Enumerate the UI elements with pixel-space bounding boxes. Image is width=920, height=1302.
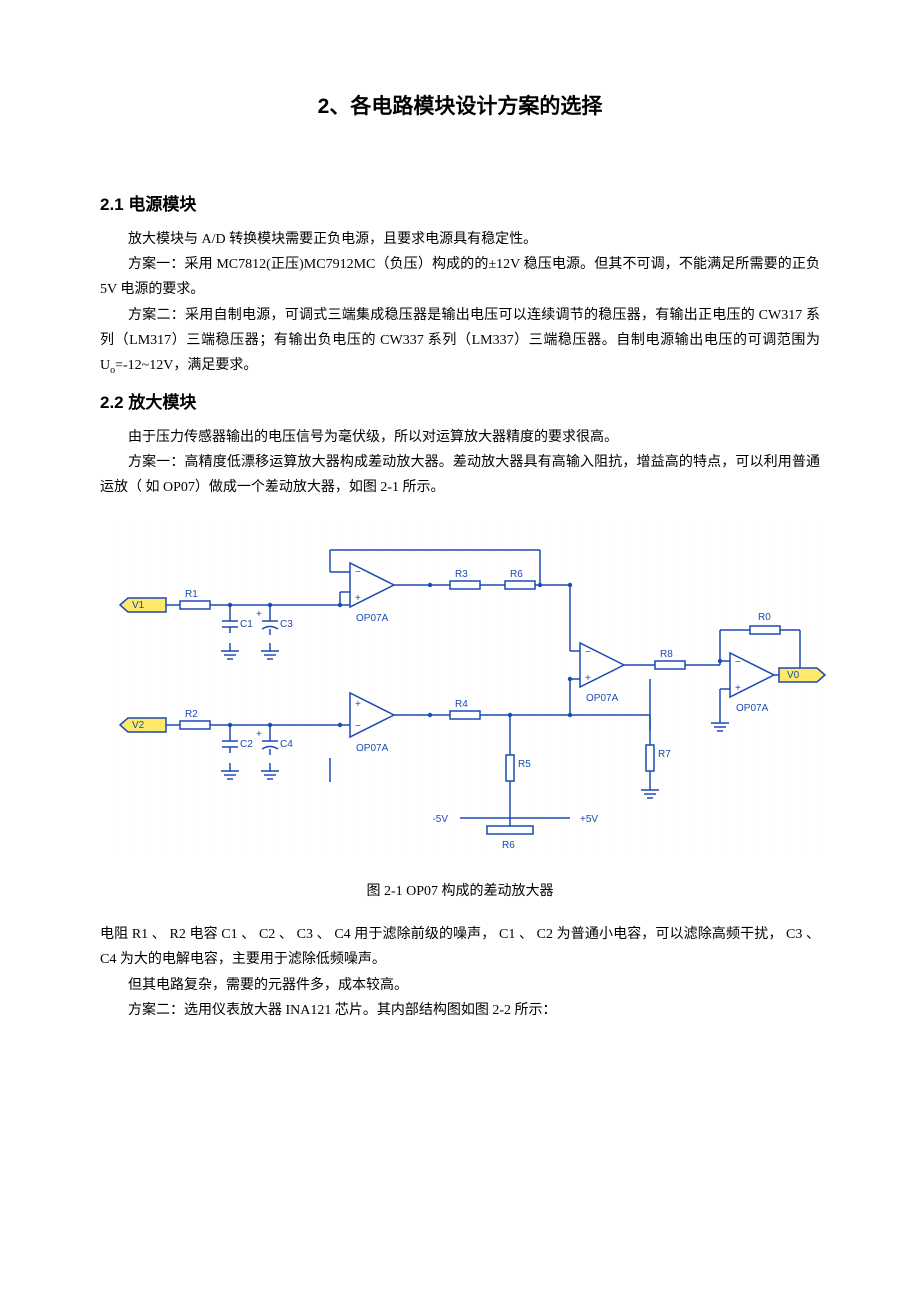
svg-text:R0: R0	[758, 612, 771, 623]
circuit-diagram: V1R1C1+C3V2R2C2+C4−+OP07A−+OP07AR3R6R4R5…	[110, 520, 830, 860]
svg-text:R4: R4	[455, 699, 468, 710]
page-title: 2、各电路模块设计方案的选择	[100, 90, 820, 120]
svg-text:OP07A: OP07A	[586, 693, 619, 704]
s21-p3: 方案二：采用自制电源，可调式三端集成稳压器是输出电压可以连续调节的稳压器，有输出…	[100, 303, 820, 380]
svg-text:+: +	[585, 673, 591, 684]
svg-text:OP07A: OP07A	[356, 743, 389, 754]
svg-text:R2: R2	[185, 709, 198, 720]
svg-text:-5V: -5V	[432, 814, 448, 825]
svg-text:C2: C2	[240, 739, 253, 750]
s21-p2: 方案一：采用 MC7812(正压)MC7912MC（负压）构成的的±12V 稳压…	[100, 252, 820, 302]
svg-text:+5V: +5V	[580, 814, 598, 825]
svg-text:R7: R7	[658, 749, 671, 760]
svg-text:−: −	[355, 567, 361, 578]
svg-text:V0: V0	[787, 670, 800, 681]
svg-text:OP07A: OP07A	[736, 703, 769, 714]
svg-text:+: +	[256, 729, 262, 740]
section-2-1-head: 2.1 电源模块	[100, 190, 820, 215]
svg-text:R5: R5	[518, 759, 531, 770]
svg-text:+: +	[256, 609, 262, 620]
svg-text:C1: C1	[240, 619, 253, 630]
svg-text:R6: R6	[510, 569, 523, 580]
svg-text:−: −	[735, 657, 741, 668]
svg-text:C4: C4	[280, 739, 293, 750]
svg-text:C3: C3	[280, 619, 293, 630]
s22-p3: 电阻 R1 、 R2 电容 C1 、 C2 、 C3 、 C4 用于滤除前级的噪…	[100, 922, 820, 972]
s21-p1: 放大模块与 A/D 转换模块需要正负电源，且要求电源具有稳定性。	[100, 227, 820, 252]
svg-text:+: +	[735, 683, 741, 694]
svg-text:−: −	[355, 721, 361, 732]
svg-text:+: +	[355, 699, 361, 710]
s22-p1: 由于压力传感器输出的电压信号为毫伏级，所以对运算放大器精度的要求很高。	[100, 425, 820, 450]
svg-text:OP07A: OP07A	[356, 613, 389, 624]
s22-p4: 但其电路复杂，需要的元器件多，成本较高。	[100, 973, 820, 998]
svg-text:R3: R3	[455, 569, 468, 580]
svg-text:−: −	[585, 647, 591, 658]
svg-text:V2: V2	[132, 720, 145, 731]
section-2-2-head: 2.2 放大模块	[100, 388, 820, 413]
svg-text:R6: R6	[502, 840, 515, 851]
s22-p5: 方案二：选用仪表放大器 INA121 芯片。其内部结构图如图 2-2 所示：	[100, 998, 820, 1023]
s21-p3b: =-12~12V，满足要求。	[115, 358, 257, 373]
figure-caption: 图 2-1 OP07 构成的差动放大器	[100, 880, 820, 900]
svg-text:V1: V1	[132, 600, 145, 611]
svg-text:R8: R8	[660, 649, 673, 660]
s22-p2: 方案一：高精度低漂移运算放大器构成差动放大器。差动放大器具有高输入阻抗，增益高的…	[100, 450, 820, 500]
svg-text:+: +	[355, 593, 361, 604]
circuit-figure: V1R1C1+C3V2R2C2+C4−+OP07A−+OP07AR3R6R4R5…	[110, 520, 820, 860]
svg-text:R1: R1	[185, 589, 198, 600]
